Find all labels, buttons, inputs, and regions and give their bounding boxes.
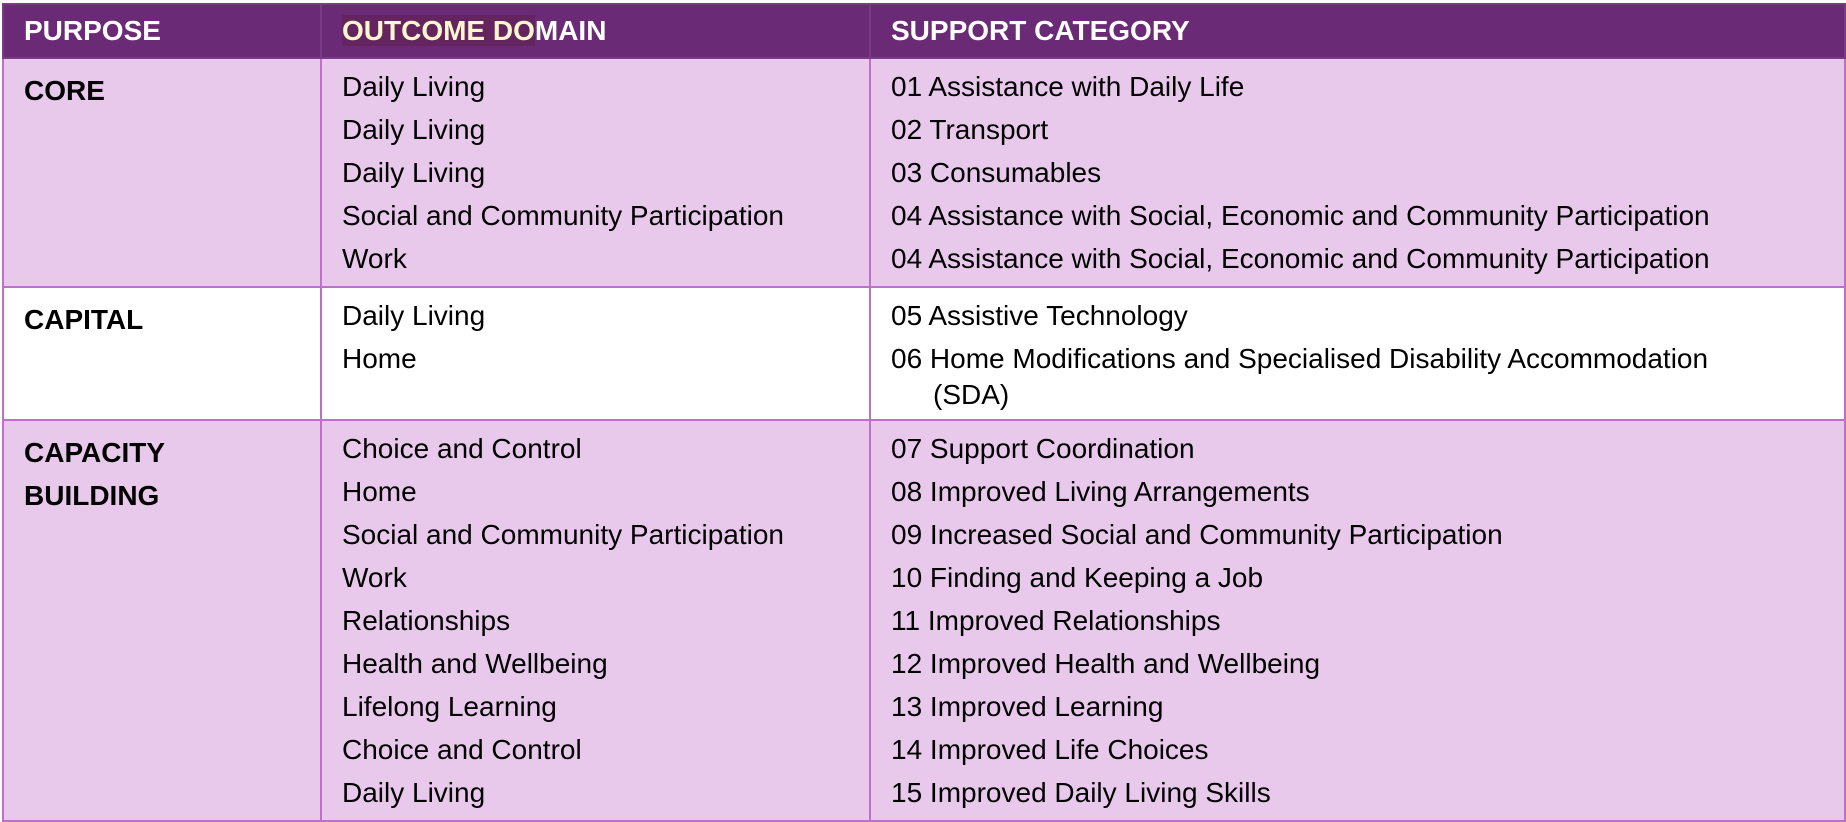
domain-item: Home — [342, 343, 417, 374]
category-item: 10 Finding and Keeping a Job — [891, 562, 1264, 593]
row-core: CORE Daily Living Daily Living Daily Liv… — [2, 57, 1846, 288]
category-item: 02 Transport — [891, 114, 1049, 145]
purpose-label-line1: CAPACITY — [24, 437, 166, 468]
domain-item: Daily Living — [342, 114, 486, 145]
domain-item: Daily Living — [342, 777, 486, 808]
row-capital: CAPITAL Daily Living Home 05 Assistive T… — [2, 286, 1846, 421]
domain-item: Health and Wellbeing — [342, 648, 608, 679]
category-item: 09 Increased Social and Community Partic… — [891, 519, 1503, 550]
domain-item: Lifelong Learning — [342, 691, 557, 722]
category-item: 03 Consumables — [891, 157, 1102, 188]
domain-cell: Daily Living Home — [320, 286, 871, 421]
category-item: 11 Improved Relationships — [891, 605, 1221, 636]
category-item: 05 Assistive Technology — [891, 300, 1188, 331]
category-item: 06 Home Modifications and Specialised Di… — [891, 343, 1709, 410]
domain-item: Social and Community Participation — [342, 519, 784, 550]
header-purpose: PURPOSE — [2, 3, 322, 59]
purpose-cell: CORE — [2, 57, 322, 288]
domain-cell: Daily Living Daily Living Daily Living S… — [320, 57, 871, 288]
category-item: 01 Assistance with Daily Life — [891, 71, 1245, 102]
domain-item: Social and Community Participation — [342, 200, 784, 231]
purpose-cell: CAPITAL — [2, 286, 322, 421]
support-categories-table: PURPOSE OUTCOME DOMAIN SUPPORT CATEGORY … — [2, 3, 1846, 822]
header-outcome-domain: OUTCOME DOMAIN — [320, 3, 871, 59]
purpose-label: CAPITAL — [24, 304, 144, 335]
header-support-category: SUPPORT CATEGORY — [869, 3, 1846, 59]
header-outcome-domain-highlight: OUTCOME DO — [342, 15, 535, 46]
domain-item: Daily Living — [342, 300, 486, 331]
domain-cell: Choice and Control Home Social and Commu… — [320, 419, 871, 822]
domain-item: Choice and Control — [342, 433, 582, 464]
category-item: 14 Improved Life Choices — [891, 734, 1209, 765]
header-outcome-domain-rest: MAIN — [534, 15, 607, 46]
category-item: 13 Improved Learning — [891, 691, 1164, 722]
category-item: 07 Support Coordination — [891, 433, 1195, 464]
purpose-label: CORE — [24, 75, 105, 106]
domain-item: Work — [342, 562, 407, 593]
category-cell: 07 Support Coordination 08 Improved Livi… — [869, 419, 1846, 822]
row-capacity-building: CAPACITY BUILDING Choice and Control Hom… — [2, 419, 1846, 822]
category-item: 08 Improved Living Arrangements — [891, 476, 1310, 507]
category-item: 12 Improved Health and Wellbeing — [891, 648, 1321, 679]
category-cell: 01 Assistance with Daily Life 02 Transpo… — [869, 57, 1846, 288]
domain-item: Daily Living — [342, 71, 486, 102]
domain-item: Daily Living — [342, 157, 486, 188]
category-item: 04 Assistance with Social, Economic and … — [891, 200, 1710, 231]
category-item: 15 Improved Daily Living Skills — [891, 777, 1271, 808]
category-cell: 05 Assistive Technology 06 Home Modifica… — [869, 286, 1846, 421]
domain-item: Home — [342, 476, 417, 507]
purpose-cell: CAPACITY BUILDING — [2, 419, 322, 822]
purpose-label-line2: BUILDING — [24, 480, 160, 511]
domain-item: Work — [342, 243, 407, 274]
domain-item: Choice and Control — [342, 734, 582, 765]
header-row: PURPOSE OUTCOME DOMAIN SUPPORT CATEGORY — [2, 3, 1846, 59]
category-item: 04 Assistance with Social, Economic and … — [891, 243, 1710, 274]
domain-item: Relationships — [342, 605, 511, 636]
